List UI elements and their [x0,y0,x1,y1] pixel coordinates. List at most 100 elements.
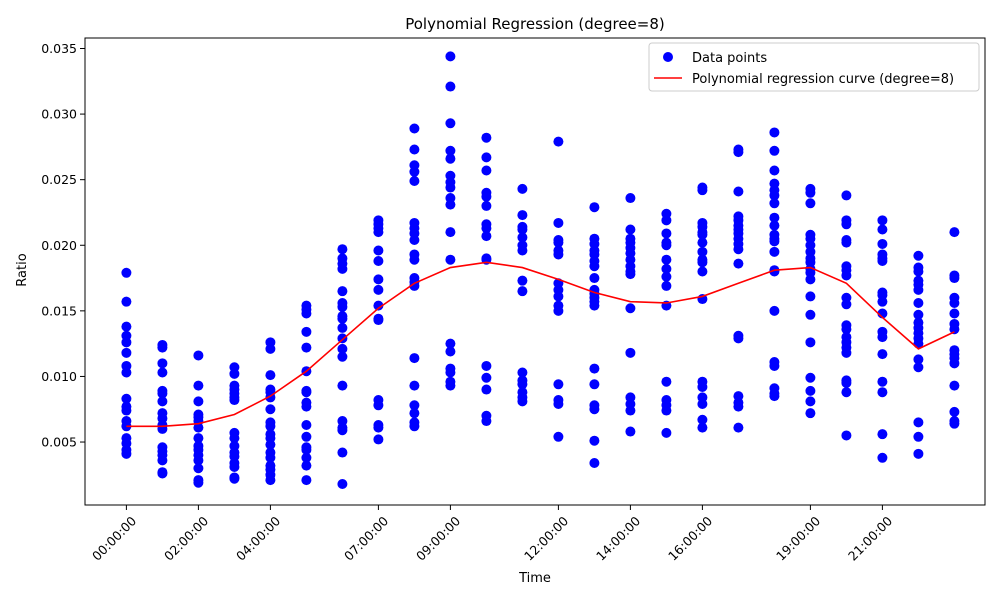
data-point [373,245,384,256]
data-point [265,475,276,486]
y-axis-label: Ratio [15,253,30,286]
data-point [121,367,132,378]
data-point [733,422,744,433]
data-point [553,217,564,228]
y-tick-label: 0.015 [41,303,77,318]
data-point [517,286,528,297]
data-point [625,193,636,204]
data-point [301,326,312,337]
data-point [913,431,924,442]
data-point [769,190,780,201]
data-point [265,421,276,432]
data-point [949,297,960,308]
data-point [409,123,420,134]
regression-curve [126,261,955,428]
data-point [697,381,708,392]
data-point [841,219,852,230]
data-point [517,396,528,407]
data-point [229,461,240,472]
axes-frame [84,37,986,506]
data-point [301,342,312,353]
data-point [229,473,240,484]
data-point [805,187,816,198]
data-point [121,393,132,404]
data-point [301,452,312,463]
data-point [445,153,456,164]
data-point [589,404,600,415]
data-point [661,228,672,239]
data-point [337,263,348,274]
data-point [589,435,600,446]
data-point [877,256,888,267]
data-point [445,81,456,92]
data-point [445,145,456,156]
data-point [733,244,744,255]
data-point [445,118,456,129]
data-point [445,227,456,238]
data-point [121,405,132,416]
data-point [769,246,780,257]
data-point [409,400,420,411]
data-point [301,475,312,486]
data-point [841,324,852,335]
data-point [157,468,168,479]
data-point [553,379,564,390]
data-point [589,363,600,374]
data-point [661,280,672,291]
data-point [229,395,240,406]
data-point [157,396,168,407]
data-point [841,190,852,201]
data-point [877,215,888,226]
data-point [337,425,348,436]
y-tick-label: 0.005 [41,435,77,450]
data-point [949,380,960,391]
data-point [445,182,456,193]
data-point [409,254,420,265]
data-point [409,175,420,186]
data-point [661,405,672,416]
data-point [517,210,528,221]
data-point [949,324,960,335]
data-point [337,479,348,490]
data-point [517,232,528,243]
data-point [625,347,636,358]
data-point [553,305,564,316]
data-point [193,380,204,391]
data-point [373,434,384,445]
data-point [409,144,420,155]
data-point [769,391,780,402]
data-point [553,291,564,302]
data-point [301,401,312,412]
data-point [445,338,456,349]
data-point [337,351,348,362]
data-point [625,269,636,280]
data-point [373,315,384,326]
data-point [517,275,528,286]
data-point [409,235,420,246]
data-point [265,404,276,415]
data-point [553,136,564,147]
data-point [553,431,564,442]
data-point [769,198,780,209]
data-point [697,422,708,433]
data-point [913,309,924,320]
data-point [625,405,636,416]
data-point [193,350,204,361]
data-point [193,455,204,466]
data-point [121,321,132,332]
data-point [409,408,420,419]
data-point [589,300,600,311]
data-point [337,380,348,391]
data-point [517,183,528,194]
data-point [193,396,204,407]
data-point [553,249,564,260]
data-point [661,271,672,282]
data-point [265,343,276,354]
data-point [661,376,672,387]
data-point [517,245,528,256]
data-point [697,185,708,196]
data-point [409,380,420,391]
data-point [841,347,852,358]
data-point [769,127,780,138]
data-point [877,429,888,440]
